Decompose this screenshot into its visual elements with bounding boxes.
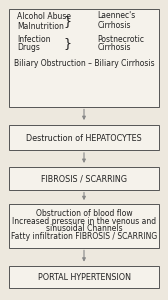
FancyBboxPatch shape: [9, 9, 159, 106]
Text: Laennec's: Laennec's: [97, 11, 136, 20]
Text: Cirrhosis: Cirrhosis: [97, 44, 131, 52]
Text: Obstruction of blood flow: Obstruction of blood flow: [36, 209, 132, 218]
Text: Postnecrotic: Postnecrotic: [97, 35, 144, 44]
Text: Increased pressure in the venous and: Increased pressure in the venous and: [12, 217, 156, 226]
Text: Alcohol Abuse: Alcohol Abuse: [17, 12, 71, 21]
Text: }: }: [63, 15, 71, 28]
Text: FIBROSIS / SCARRING: FIBROSIS / SCARRING: [41, 175, 127, 184]
FancyBboxPatch shape: [9, 124, 159, 150]
Text: Infection: Infection: [17, 35, 50, 44]
FancyBboxPatch shape: [9, 167, 159, 190]
Text: Cirrhosis: Cirrhosis: [97, 21, 131, 30]
Text: Fatty infiltration FIBROSIS / SCARRING: Fatty infiltration FIBROSIS / SCARRING: [11, 232, 157, 241]
FancyBboxPatch shape: [9, 204, 159, 248]
Text: sinusoidal Channels: sinusoidal Channels: [46, 224, 122, 233]
Text: Drugs: Drugs: [17, 44, 40, 52]
Text: Biliary Obstruction – Biliary Cirrhosis: Biliary Obstruction – Biliary Cirrhosis: [14, 58, 154, 68]
Text: }: }: [63, 37, 71, 50]
FancyBboxPatch shape: [9, 266, 159, 288]
Text: Destruction of HEPATOCYTES: Destruction of HEPATOCYTES: [26, 134, 142, 143]
Text: Malnutrition: Malnutrition: [17, 22, 64, 31]
Text: PORTAL HYPERTENSION: PORTAL HYPERTENSION: [37, 273, 131, 282]
